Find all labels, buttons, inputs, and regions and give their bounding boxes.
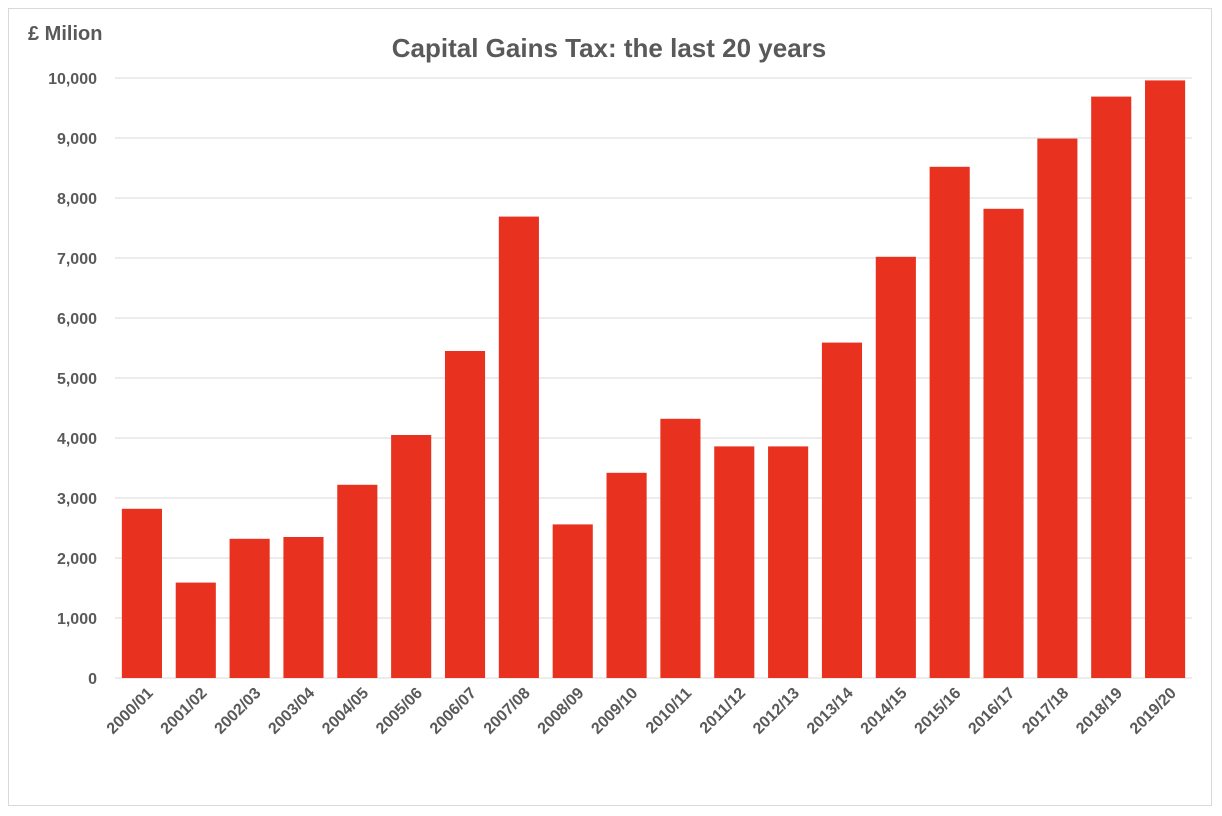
y-tick-label: 8,000 [57, 191, 97, 208]
x-tick-label: 2000/01 [104, 685, 157, 738]
y-tick-label: 7,000 [57, 251, 97, 268]
gridlines [115, 77, 1192, 679]
bar [660, 418, 701, 678]
bar [175, 582, 216, 678]
bar [391, 435, 432, 678]
x-tick-label: 2004/05 [319, 685, 372, 738]
x-tick-label: 2006/07 [427, 685, 480, 738]
bar [983, 208, 1024, 679]
x-tick-label: 2003/04 [265, 685, 318, 738]
y-axis-unit-label: £ Milion [28, 23, 102, 45]
bar [1091, 96, 1132, 679]
bar [768, 446, 809, 678]
bar [552, 524, 593, 678]
x-tick-label: 2011/12 [697, 685, 749, 737]
y-tick-label: 6,000 [57, 311, 97, 328]
x-tick-label: 2015/16 [912, 685, 965, 738]
x-tick-label: 2016/17 [965, 685, 1018, 738]
bar [714, 446, 755, 678]
y-tick-label: 1,000 [57, 611, 97, 628]
x-axis-ticks: 2000/01 2001/02 2002/03 2003/04 2004/05 2005/… [104, 685, 1180, 738]
y-tick-label: 0 [88, 671, 97, 688]
x-tick-label: 2009/10 [588, 685, 641, 738]
x-tick-label: 2010/11 [643, 685, 695, 737]
x-tick-label: 2007/08 [481, 685, 534, 738]
x-tick-label: 2012/13 [750, 685, 803, 738]
y-tick-label: 5,000 [57, 371, 97, 388]
bar [337, 484, 378, 678]
bar [821, 342, 863, 678]
x-tick-label: 2008/09 [535, 685, 588, 738]
y-tick-label: 2,000 [57, 551, 97, 568]
y-tick-label: 3,000 [57, 491, 97, 508]
bar [1145, 80, 1186, 678]
chart-title: Capital Gains Tax: the last 20 years [392, 33, 826, 63]
bar [498, 216, 539, 678]
y-tick-label: 4,000 [57, 431, 97, 448]
x-tick-label: 2017/18 [1019, 685, 1072, 738]
bar [929, 166, 970, 679]
x-tick-label: 2014/15 [858, 685, 911, 738]
bars [121, 80, 1186, 679]
y-tick-label: 9,000 [57, 131, 97, 148]
y-tick-label: 10,000 [48, 71, 97, 88]
bar [1037, 138, 1078, 679]
y-axis-ticks: 0 1,000 2,000 3,000 4,000 5,000 6,000 7,000 8,00… [48, 71, 97, 688]
x-tick-label: 2019/20 [1127, 685, 1180, 738]
x-tick-label: 2002/03 [212, 685, 265, 738]
bar [229, 538, 270, 678]
x-tick-label: 2018/19 [1073, 685, 1126, 738]
x-tick-label: 2001/02 [158, 685, 211, 738]
x-tick-label: 2013/14 [804, 685, 857, 738]
bar [121, 508, 162, 678]
x-tick-label: 2005/06 [373, 685, 426, 738]
bar [606, 472, 647, 678]
bar [875, 256, 916, 678]
bar [283, 537, 324, 678]
bar [444, 351, 486, 678]
